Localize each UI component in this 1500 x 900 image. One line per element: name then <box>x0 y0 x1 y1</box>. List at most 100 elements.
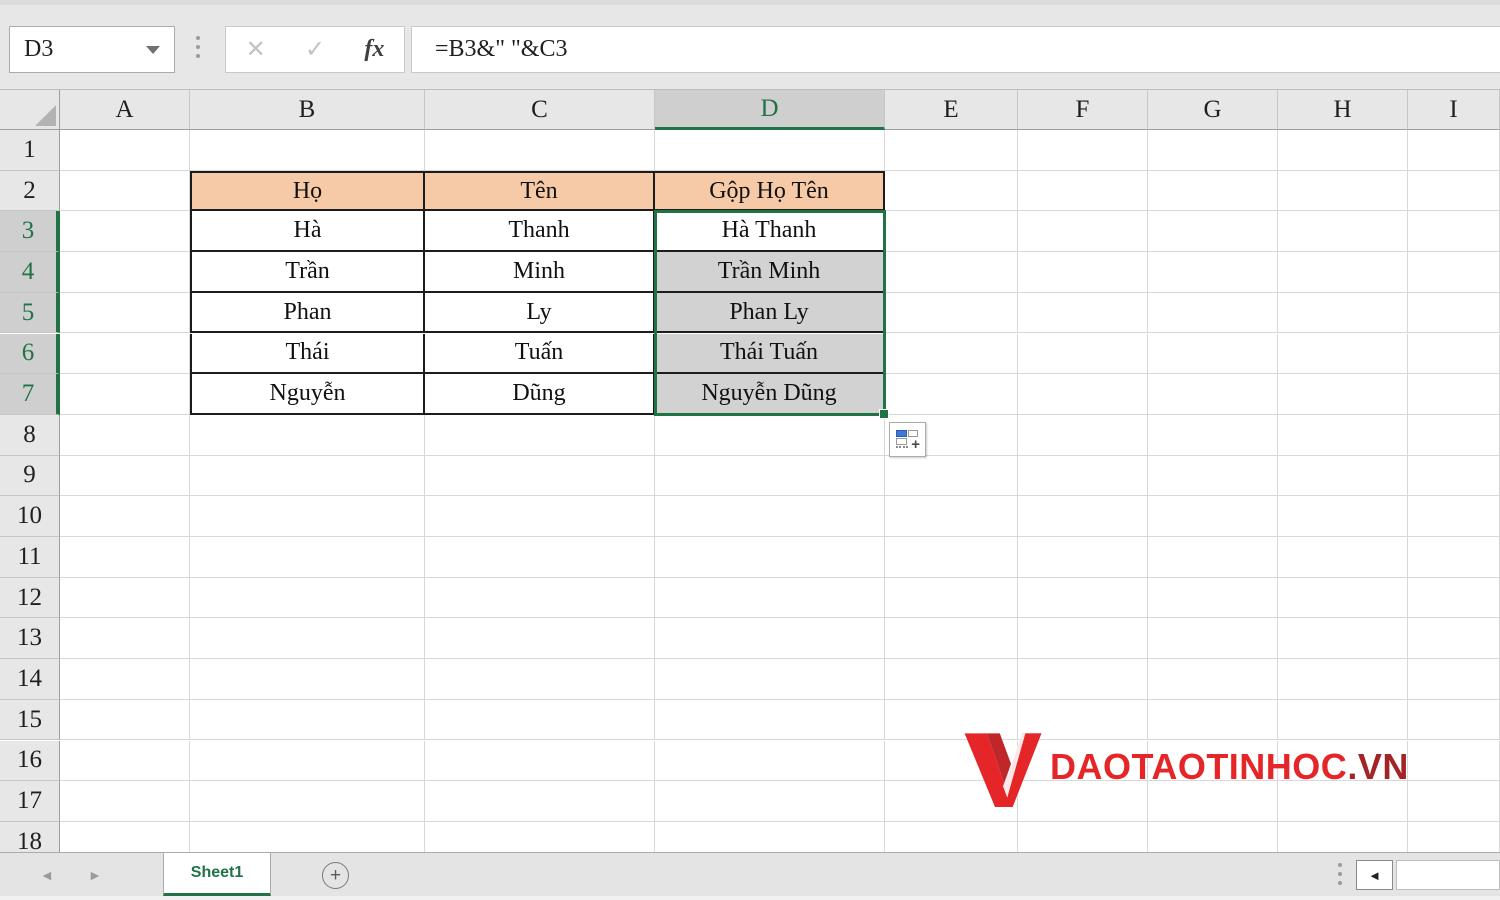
column-header-C[interactable]: C <box>425 90 655 130</box>
cell-E12[interactable] <box>885 577 1018 619</box>
cell-G7[interactable] <box>1148 374 1278 415</box>
cell-I10[interactable] <box>1408 496 1500 537</box>
cell-F3[interactable] <box>1018 211 1148 253</box>
cell-B17[interactable] <box>190 781 425 822</box>
cell-B11[interactable] <box>190 537 425 578</box>
cell-B13[interactable] <box>190 618 425 660</box>
cell-B16[interactable] <box>190 740 425 782</box>
cell-I4[interactable] <box>1408 252 1500 293</box>
cell-F13[interactable] <box>1018 618 1148 660</box>
cell-H17[interactable] <box>1278 781 1408 822</box>
cell-F14[interactable] <box>1018 659 1148 700</box>
cell-F8[interactable] <box>1018 414 1148 456</box>
cell-A17[interactable] <box>60 781 190 822</box>
column-header-G[interactable]: G <box>1148 90 1278 130</box>
cell-H10[interactable] <box>1278 496 1408 537</box>
row-header-18[interactable]: 18 <box>0 821 60 852</box>
cell-E7[interactable] <box>885 374 1018 415</box>
cell-A18[interactable] <box>60 821 190 852</box>
cell-C4[interactable]: Minh <box>425 252 655 293</box>
cell-D17[interactable] <box>655 781 885 822</box>
cell-G6[interactable] <box>1148 333 1278 375</box>
cell-G1[interactable] <box>1148 130 1278 171</box>
cell-H3[interactable] <box>1278 211 1408 253</box>
column-header-D[interactable]: D <box>655 90 885 130</box>
cell-C14[interactable] <box>425 659 655 700</box>
cell-I5[interactable] <box>1408 292 1500 334</box>
row-header-15[interactable]: 15 <box>0 699 60 741</box>
cell-H12[interactable] <box>1278 577 1408 619</box>
cell-C5[interactable]: Ly <box>425 292 655 334</box>
cell-F16[interactable] <box>1018 740 1148 782</box>
formula-bar[interactable]: =B3&" "&C3 <box>411 26 1500 73</box>
cell-D18[interactable] <box>655 821 885 852</box>
cell-G15[interactable] <box>1148 699 1278 741</box>
column-header-H[interactable]: H <box>1278 90 1408 130</box>
cell-H13[interactable] <box>1278 618 1408 660</box>
fill-handle[interactable] <box>879 408 889 419</box>
cell-I7[interactable] <box>1408 374 1500 415</box>
cell-B8[interactable] <box>190 414 425 456</box>
tab-sheet1[interactable]: Sheet1 <box>163 853 271 897</box>
cell-H16[interactable] <box>1278 740 1408 782</box>
row-header-8[interactable]: 8 <box>0 414 60 456</box>
cell-B12[interactable] <box>190 577 425 619</box>
row-header-7[interactable]: 7 <box>0 374 60 415</box>
cell-C9[interactable] <box>425 455 655 497</box>
cell-F9[interactable] <box>1018 455 1148 497</box>
cell-A4[interactable] <box>60 252 190 293</box>
cell-A15[interactable] <box>60 699 190 741</box>
cell-A16[interactable] <box>60 740 190 782</box>
cell-D11[interactable] <box>655 537 885 578</box>
row-header-11[interactable]: 11 <box>0 537 60 578</box>
cell-C17[interactable] <box>425 781 655 822</box>
cell-B15[interactable] <box>190 699 425 741</box>
cell-E17[interactable] <box>885 781 1018 822</box>
cell-G8[interactable] <box>1148 414 1278 456</box>
column-header-I[interactable]: I <box>1408 90 1500 130</box>
cell-C10[interactable] <box>425 496 655 537</box>
cell-H1[interactable] <box>1278 130 1408 171</box>
cell-H8[interactable] <box>1278 414 1408 456</box>
cell-F18[interactable] <box>1018 821 1148 852</box>
cell-C2[interactable]: Tên <box>425 170 655 212</box>
cancel-icon[interactable]: ✕ <box>245 36 266 63</box>
cell-F12[interactable] <box>1018 577 1148 619</box>
cell-C15[interactable] <box>425 699 655 741</box>
cell-A6[interactable] <box>60 333 190 375</box>
cell-A13[interactable] <box>60 618 190 660</box>
cell-H9[interactable] <box>1278 455 1408 497</box>
cell-F17[interactable] <box>1018 781 1148 822</box>
row-header-4[interactable]: 4 <box>0 252 60 293</box>
cell-A11[interactable] <box>60 537 190 578</box>
cell-H5[interactable] <box>1278 292 1408 334</box>
cell-C8[interactable] <box>425 414 655 456</box>
cell-E14[interactable] <box>885 659 1018 700</box>
cell-D3[interactable]: Hà Thanh <box>655 211 885 253</box>
cell-G10[interactable] <box>1148 496 1278 537</box>
row-header-13[interactable]: 13 <box>0 618 60 660</box>
cell-F11[interactable] <box>1018 537 1148 578</box>
scroll-left-button[interactable]: ◄ <box>1356 860 1393 890</box>
cell-H2[interactable] <box>1278 170 1408 212</box>
row-header-5[interactable]: 5 <box>0 292 60 334</box>
cell-E5[interactable] <box>885 292 1018 334</box>
cell-B2[interactable]: Họ <box>190 170 425 212</box>
cell-B14[interactable] <box>190 659 425 700</box>
cell-D5[interactable]: Phan Ly <box>655 292 885 334</box>
cell-I13[interactable] <box>1408 618 1500 660</box>
cell-F1[interactable] <box>1018 130 1148 171</box>
cell-I8[interactable] <box>1408 414 1500 456</box>
formula-bar-drag-handle-icon[interactable] <box>196 36 200 58</box>
cell-B4[interactable]: Trần <box>190 252 425 293</box>
cell-D10[interactable] <box>655 496 885 537</box>
cell-D1[interactable] <box>655 130 885 171</box>
cell-C3[interactable]: Thanh <box>425 211 655 253</box>
cell-C7[interactable]: Dũng <box>425 374 655 415</box>
cell-E13[interactable] <box>885 618 1018 660</box>
column-header-A[interactable]: A <box>60 90 190 130</box>
cell-F15[interactable] <box>1018 699 1148 741</box>
row-header-6[interactable]: 6 <box>0 333 60 375</box>
cell-H11[interactable] <box>1278 537 1408 578</box>
name-box-value[interactable]: D3 <box>24 36 54 62</box>
